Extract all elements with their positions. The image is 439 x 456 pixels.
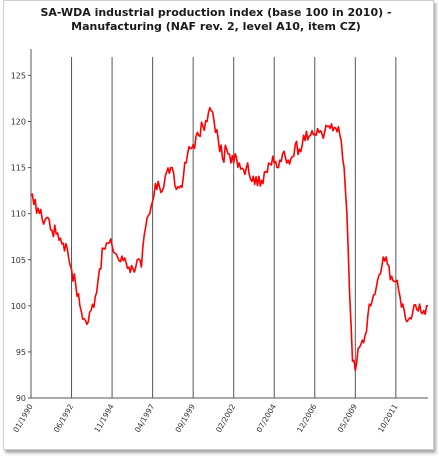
x-tick-label: 07/2004: [255, 402, 278, 434]
y-tick-label: 120: [11, 118, 26, 127]
y-tick-label: 110: [11, 210, 26, 219]
chart-axes: [28, 49, 428, 399]
x-tick-label: 10/2011: [376, 402, 399, 434]
x-tick-label: 02/2002: [214, 402, 237, 434]
x-tick-label: 04/1997: [133, 402, 156, 434]
chart-title: SA-WDA industrial production index (base…: [40, 6, 392, 33]
y-tick-label: 125: [11, 71, 26, 80]
y-tick-label: 100: [11, 302, 26, 311]
x-tick-label: 11/1994: [92, 402, 115, 434]
series-line-0: [30, 106, 428, 372]
vertical-grid: [30, 57, 397, 398]
y-tick-label: 105: [11, 256, 26, 265]
x-tick-labels: 01/1990 06/1992 11/1994 04/1997 09/1999 02/20…: [11, 402, 399, 434]
y-tick-label: 90: [16, 394, 26, 403]
x-tick-label: 06/1992: [52, 402, 75, 434]
y-tick-labels: 90 95 100 105 110 115 120 125: [11, 71, 26, 403]
x-tick-label: 12/2006: [295, 402, 318, 434]
x-tick-label: 01/1990: [11, 402, 34, 434]
chart-frame: [3, 0, 434, 450]
x-tick-label: 09/1999: [174, 402, 197, 434]
y-tick-label: 95: [16, 348, 26, 357]
y-tick-label: 115: [11, 164, 26, 173]
x-tick-label: 05/2009: [336, 402, 359, 434]
series-group: [30, 106, 428, 372]
